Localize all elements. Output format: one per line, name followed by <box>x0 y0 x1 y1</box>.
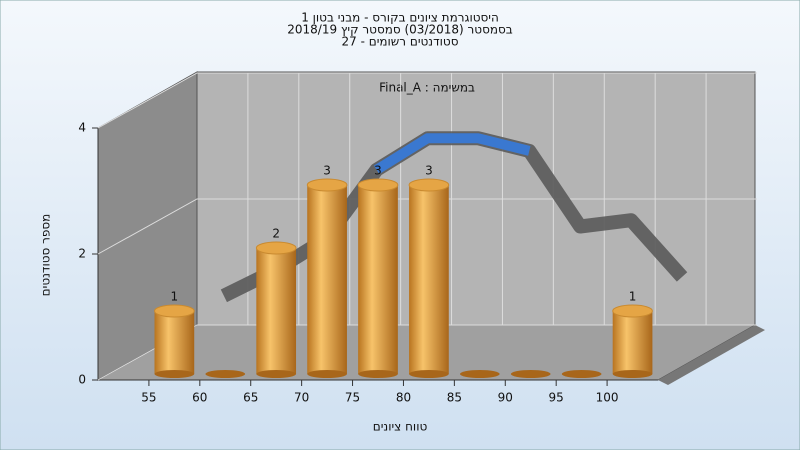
x-tick-label: 85 <box>447 391 462 405</box>
bar <box>459 370 500 378</box>
x-tick-label: 90 <box>498 391 513 405</box>
data-label: 2 <box>272 227 280 241</box>
data-label: 3 <box>374 164 382 178</box>
x-tick-label: 100 <box>596 391 619 405</box>
bar-bottom <box>510 370 551 378</box>
bar-bottom <box>256 370 297 378</box>
data-label: 1 <box>171 290 179 304</box>
x-tick-label: 65 <box>243 391 258 405</box>
bar <box>205 370 246 378</box>
bar <box>357 178 399 378</box>
bar-body <box>256 248 297 374</box>
bar <box>612 304 653 378</box>
bar-top <box>357 178 399 192</box>
bar-bottom <box>612 370 653 378</box>
floor-edge <box>658 325 765 385</box>
bar-body <box>154 311 195 374</box>
bar-top <box>408 178 450 192</box>
x-tick-label: 60 <box>192 391 207 405</box>
x-tick-label: 55 <box>141 391 156 405</box>
bar-top <box>154 304 195 318</box>
y-axis-label: מספר סטודנטים <box>39 214 53 297</box>
bar <box>154 304 195 378</box>
bar-bottom <box>154 370 195 378</box>
x-axis-label: טווח ציונים <box>373 420 428 434</box>
title-line: היסטוגרמת ציונים בקורס - מבני בטון 1 <box>301 11 499 25</box>
curve-highlight <box>373 133 531 175</box>
bar-bottom <box>409 370 449 378</box>
bar-bottom <box>205 370 246 378</box>
x-tick-label: 95 <box>549 391 564 405</box>
bar-body <box>307 185 347 374</box>
annotation: במשימה : Final_A <box>379 81 475 95</box>
bar <box>510 370 551 378</box>
bar-bottom <box>358 370 398 378</box>
x-tick-label: 75 <box>345 391 360 405</box>
y-tick-label: 4 <box>78 121 86 135</box>
bar <box>408 178 450 378</box>
title: היסטוגרמת ציונים בקורס - מבני בטון 1בסמס… <box>287 11 513 49</box>
bar-bottom <box>307 370 347 378</box>
bar-top <box>612 304 653 318</box>
bar <box>255 241 297 378</box>
bar-bottom <box>459 370 500 378</box>
grid-line <box>97 324 757 381</box>
title-line: בסמסטר (03/2018) סמסטר קיץ 2018/19 <box>287 23 513 37</box>
data-label: 3 <box>323 164 331 178</box>
x-tick-label: 80 <box>396 391 411 405</box>
bar-body <box>409 185 449 374</box>
x-tick-label: 70 <box>294 391 309 405</box>
data-label: 1 <box>629 290 637 304</box>
bar-body <box>612 311 653 374</box>
data-label: 3 <box>425 164 433 178</box>
y-tick-label: 2 <box>78 247 86 261</box>
bar-top <box>306 178 348 192</box>
bar-body <box>358 185 398 374</box>
title-line: סטודנטים רשומים - 27 <box>341 35 458 49</box>
y-tick-label: 0 <box>78 373 86 387</box>
bar <box>306 178 348 378</box>
bar-bottom <box>561 370 602 378</box>
bar <box>561 370 602 378</box>
bar-top <box>255 241 297 255</box>
grid-line <box>97 72 757 129</box>
grid-line <box>97 198 757 255</box>
